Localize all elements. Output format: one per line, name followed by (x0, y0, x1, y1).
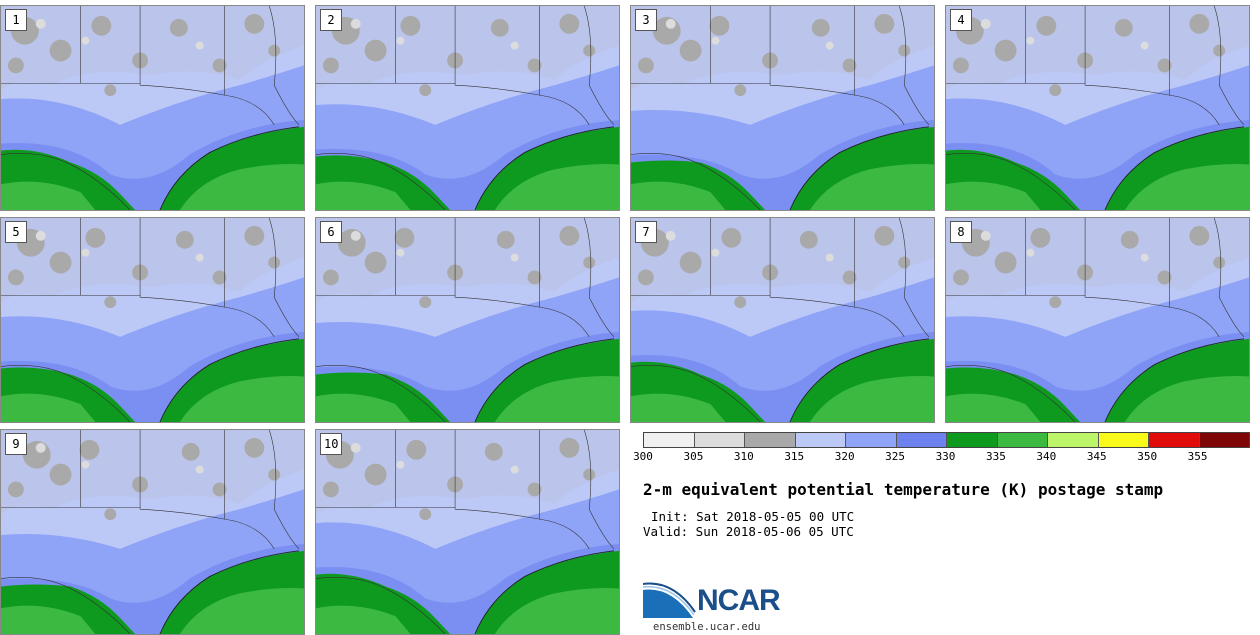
figure-title: 2-m equivalent potential temperature (K)… (643, 480, 1164, 499)
colorbar-tick-label: 340 (1036, 450, 1057, 463)
colorbar-segment (1199, 433, 1249, 447)
ncar-logo-text: NCAR (697, 584, 781, 617)
map-panel: 2 (315, 5, 620, 211)
map-field (946, 6, 1249, 210)
member-number-label: 10 (320, 433, 343, 455)
colorbar-tick-label: 335 (985, 450, 1006, 463)
colorbar-tick-label: 330 (935, 450, 956, 463)
member-number-label: 9 (5, 433, 27, 455)
colorbar-segment (947, 433, 998, 447)
colorbar-segment (795, 433, 846, 447)
colorbar-segment (846, 433, 897, 447)
map-panel: 8 (945, 217, 1250, 423)
map-panel: 5 (0, 217, 305, 423)
map-panel: 7 (630, 217, 935, 423)
ncar-logo: NCAR (642, 578, 793, 620)
map-field (1, 218, 304, 422)
map-panel: 1 (0, 5, 305, 211)
map-field (1, 6, 304, 210)
colorbar-tick-label: 315 (784, 450, 805, 463)
colorbar-segment (1098, 433, 1149, 447)
map-field (631, 6, 934, 210)
map-panel: 6 (315, 217, 620, 423)
colorbar-tick-label: 305 (683, 450, 704, 463)
map-field (1, 430, 304, 634)
colorbar-segment (644, 433, 695, 447)
map-panel: 9 (0, 429, 305, 635)
map-field (316, 218, 619, 422)
map-field (316, 430, 619, 634)
colorbar-segment (1149, 433, 1200, 447)
map-field (946, 218, 1249, 422)
colorbar-segment (694, 433, 745, 447)
map-panel: 3 (630, 5, 935, 211)
colorbar-tick-label: 300 (633, 450, 653, 463)
member-number-label: 3 (635, 9, 657, 31)
member-number-label: 5 (5, 221, 27, 243)
colorbar-tick-label: 355 (1187, 450, 1208, 463)
valid-time: Valid: Sun 2018-05-06 05 UTC (643, 524, 854, 539)
map-field (631, 218, 934, 422)
colorbar-tick-label: 350 (1137, 450, 1158, 463)
map-field (316, 6, 619, 210)
member-number-label: 6 (320, 221, 342, 243)
colorbar-segment (997, 433, 1048, 447)
member-number-label: 2 (320, 9, 342, 31)
colorbar (643, 432, 1250, 448)
colorbar-tick-label: 320 (834, 450, 855, 463)
colorbar-segment (896, 433, 947, 447)
colorbar-tick-label: 325 (885, 450, 906, 463)
member-number-label: 1 (5, 9, 27, 31)
colorbar-segment (745, 433, 796, 447)
ncar-logo-icon (642, 582, 696, 618)
member-number-label: 8 (950, 221, 972, 243)
logo-url: ensemble.ucar.edu (653, 621, 761, 633)
colorbar-segment (1048, 433, 1099, 447)
init-time: Init: Sat 2018-05-05 00 UTC (651, 509, 855, 524)
map-panel: 10 (315, 429, 620, 635)
map-panel: 4 (945, 5, 1250, 211)
colorbar-tick-label: 345 (1086, 450, 1107, 463)
colorbar-tick-label: 310 (733, 450, 754, 463)
colorbar-ticks: 300 305 310 315 320 325 330 335 340 345 350 355 (633, 450, 1248, 466)
member-number-label: 4 (950, 9, 972, 31)
member-number-label: 7 (635, 221, 657, 243)
